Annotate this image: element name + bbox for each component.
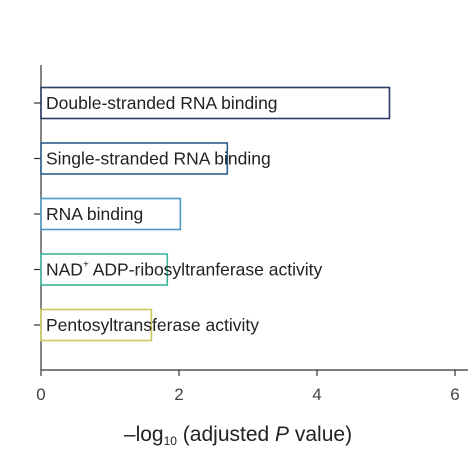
x-tick-label: 2: [174, 385, 183, 404]
x-axis-label-suffix: value): [289, 423, 352, 446]
x-tick-label: 6: [450, 385, 459, 404]
bar-group: Double-stranded RNA binding: [34, 86, 391, 120]
bar: [40, 253, 169, 286]
bar: [40, 308, 153, 342]
x-axis-label-middle: (adjusted: [177, 423, 275, 446]
category-label: Pentosyltransferase activity: [46, 315, 259, 335]
x-axis-label-italic: P: [275, 423, 289, 446]
bar-group: NAD+ ADP-ribosyltranferase activity: [34, 253, 322, 286]
x-ticks: 0 2 4 6: [36, 370, 460, 404]
bar-group: RNA binding: [34, 197, 182, 231]
x-tick-label: 4: [312, 385, 321, 404]
x-axis-label-subscript: 10: [164, 434, 178, 448]
x-axis-label: –log10 (adjusted P value): [124, 423, 352, 448]
category-label: Double-stranded RNA binding: [46, 93, 278, 113]
bar: [40, 86, 391, 120]
bar-group: Pentosyltransferase activity: [34, 308, 259, 342]
category-label: RNA binding: [46, 204, 143, 224]
category-label: NAD+ ADP-ribosyltranferase activity: [46, 260, 322, 280]
category-label: Single-stranded RNA binding: [46, 149, 271, 169]
x-axis-label-prefix: –log: [124, 423, 164, 446]
bars: Double-stranded RNA binding Single-strand…: [34, 86, 391, 342]
x-tick-label: 0: [36, 385, 45, 404]
bar: [40, 142, 229, 175]
bar-group: Single-stranded RNA binding: [34, 142, 271, 175]
bar: [40, 197, 182, 231]
